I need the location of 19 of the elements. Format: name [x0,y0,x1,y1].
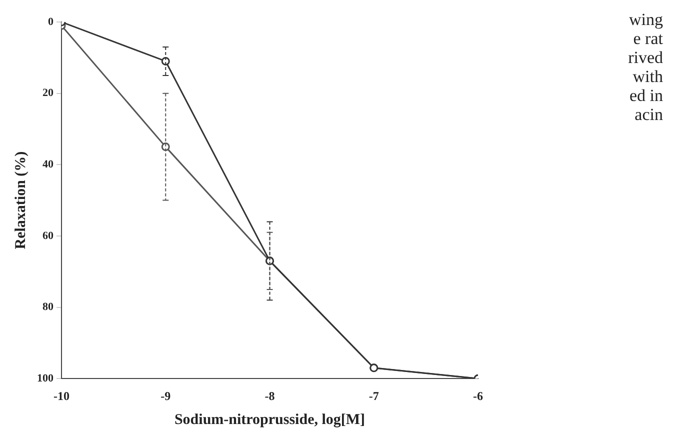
y-tick-label: 100 [37,372,54,384]
x-tick-label: -7 [368,388,379,403]
y-tick-label: 80 [42,301,54,314]
x-tick-label: -10 [54,388,70,403]
y-axis-title: Relaxation (%) [12,151,29,250]
text: acin [634,105,663,124]
x-tick-label: -8 [264,388,275,403]
text: rived [627,48,663,67]
x-axis-title: Sodium-nitroprusside, log[M] [174,412,366,428]
text: wing [628,10,663,29]
y-tick-label: 20 [42,87,54,100]
x-tick-label: -6 [473,388,483,403]
text: e rat [632,29,663,48]
text: ed in [628,86,663,105]
text: with [632,67,663,86]
y-tick-label: 0 [48,16,54,28]
y-tick-label: 60 [42,230,54,242]
y-tick-label: 40 [42,158,54,170]
x-tick-label: -9 [160,388,171,403]
